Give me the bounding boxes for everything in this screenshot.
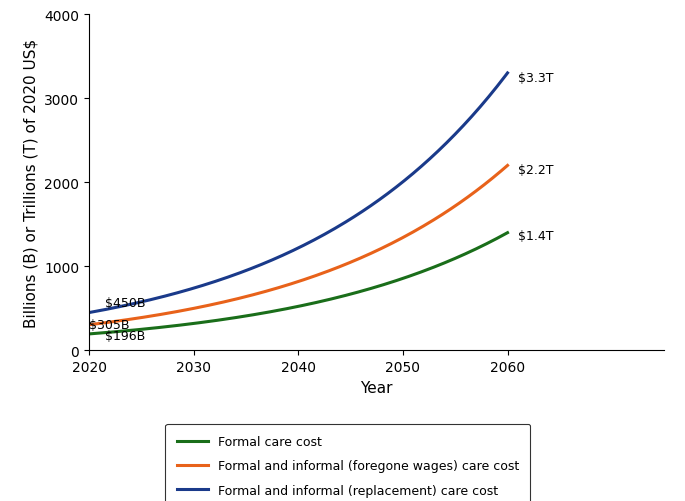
Legend: Formal care cost, Formal and informal (foregone wages) care cost, Formal and inf: Formal care cost, Formal and informal (f…: [166, 424, 530, 501]
Text: $3.3T: $3.3T: [518, 72, 553, 85]
X-axis label: Year: Year: [360, 380, 393, 395]
Text: $196B: $196B: [105, 329, 145, 342]
Text: $305B: $305B: [89, 319, 129, 332]
Text: $1.4T: $1.4T: [518, 229, 553, 242]
Y-axis label: Billions (B) or Trillions (T) of 2020 US$: Billions (B) or Trillions (T) of 2020 US…: [24, 39, 38, 327]
Text: $2.2T: $2.2T: [518, 164, 553, 177]
Text: $450B: $450B: [105, 297, 145, 310]
